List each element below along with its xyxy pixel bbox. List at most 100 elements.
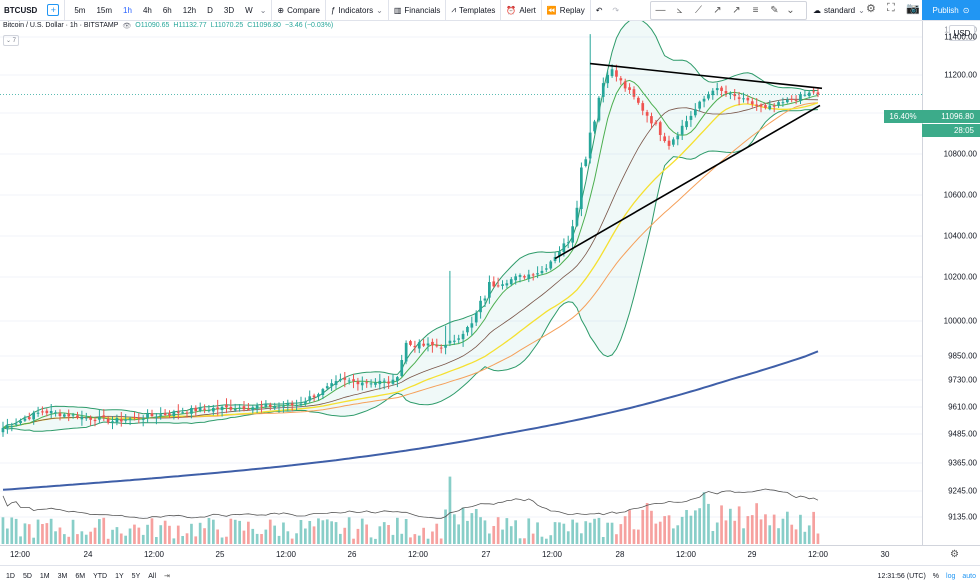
interval-3d[interactable]: 3D <box>223 5 235 15</box>
candle-body <box>334 381 338 385</box>
undo-button[interactable]: ↶ <box>589 0 608 20</box>
candle-body <box>641 103 645 111</box>
volume-bar <box>540 536 544 544</box>
candle-body <box>746 97 750 101</box>
add-symbol-button[interactable]: + <box>42 0 64 20</box>
volume-bar <box>729 508 732 544</box>
candle-body <box>391 379 395 384</box>
utc-clock[interactable]: 12:31:56 (UTC) <box>877 572 926 580</box>
camera-icon[interactable]: 📷 <box>906 3 920 15</box>
settings-gear-icon[interactable]: ⚙ <box>866 3 876 15</box>
volume-bar <box>27 524 31 544</box>
volume-bar <box>80 531 84 544</box>
volume-bar <box>676 525 680 544</box>
range-ytd[interactable]: YTD <box>93 572 108 580</box>
interval-4h[interactable]: 4h <box>142 5 152 15</box>
volume-bar <box>777 528 780 544</box>
range-3m[interactable]: 3M <box>57 572 68 580</box>
volume-bar <box>615 534 618 544</box>
price-chart[interactable] <box>0 21 922 545</box>
axis-settings-gear-icon[interactable]: ⚙ <box>950 549 959 560</box>
redo-button[interactable]: ↷ <box>607 0 624 20</box>
candle-body <box>545 268 548 270</box>
time-tick: 30 <box>880 550 890 559</box>
percent-toggle[interactable]: % <box>932 572 940 580</box>
price-tick: 9485.00 <box>948 429 977 439</box>
pitchfork-icon[interactable]: ≡ <box>752 5 759 16</box>
time-tick: 12:00 <box>143 550 165 559</box>
interval-d[interactable]: D <box>207 5 213 15</box>
minus-icon[interactable]: — <box>655 5 666 16</box>
candle-body <box>290 403 294 406</box>
range-1m[interactable]: 1M <box>39 572 50 580</box>
brush-icon[interactable]: ✎ <box>770 5 779 16</box>
candle-body <box>282 405 285 407</box>
goto-date-icon[interactable]: ⇥ <box>164 573 170 580</box>
interval-1h[interactable]: 1h <box>123 5 132 15</box>
financials-button[interactable]: ▥ Financials <box>387 0 446 20</box>
eye-icon[interactable]: 👁 <box>122 23 132 30</box>
candle-body <box>67 413 71 417</box>
ray-tool-icon[interactable]: ↗ <box>732 5 741 16</box>
range-1y[interactable]: 1Y <box>115 572 124 580</box>
publish-button[interactable]: Publish ⊙ <box>922 0 980 20</box>
auto-toggle[interactable]: auto <box>962 572 976 580</box>
trend-line-icon[interactable]: ⟋ <box>695 5 702 16</box>
range-5d[interactable]: 5D <box>22 572 32 580</box>
range-all[interactable]: All <box>148 572 157 580</box>
scale-mode-selector[interactable]: ☁ standard ⌄ <box>808 0 870 20</box>
time-tick: 12:00 <box>9 550 31 559</box>
currency-button[interactable]: USD <box>949 25 975 41</box>
interval-5m[interactable]: 5m <box>74 5 86 15</box>
compare-icon: ⊕ <box>277 5 285 15</box>
volume-bar <box>334 522 338 544</box>
candle-body <box>163 413 167 415</box>
volume-bar <box>14 518 18 544</box>
volume-bar <box>391 534 395 544</box>
volume-bar <box>330 521 333 544</box>
chevron-down-icon[interactable]: ⌄ <box>259 5 267 15</box>
interval-6h[interactable]: 6h <box>162 5 172 15</box>
range-5y[interactable]: 5Y <box>131 572 141 580</box>
volume-bar <box>812 511 815 544</box>
volume-bar <box>347 517 351 544</box>
more-tools-icon[interactable]: ⌄ <box>786 5 795 16</box>
volume-bar <box>369 537 373 544</box>
candle-body <box>786 99 789 103</box>
candle-body <box>628 87 631 90</box>
range-6m[interactable]: 6M <box>75 572 86 580</box>
interval-12h[interactable]: 12h <box>182 5 197 15</box>
symbol-search[interactable]: BTCUSD <box>0 0 42 20</box>
log-toggle[interactable]: log <box>946 572 956 580</box>
collapse-indicators-button[interactable]: ⌄ 7 <box>3 35 19 46</box>
candle-body <box>531 274 535 276</box>
candle-body <box>133 416 136 418</box>
price-tick: 11200.00 <box>944 70 977 80</box>
candle-body <box>658 122 662 135</box>
interval-w[interactable]: W <box>245 5 253 15</box>
volume-bar <box>378 526 382 544</box>
compare-button[interactable]: ⊕ Compare <box>271 0 325 20</box>
replay-button[interactable]: ⏪ Replay <box>540 0 590 20</box>
volume-bar <box>759 519 763 544</box>
volume-bar <box>49 518 53 544</box>
templates-button[interactable]: ⩘ Templates <box>445 0 500 20</box>
volume-bar <box>19 536 22 544</box>
volume-bar <box>106 538 110 544</box>
range-1d[interactable]: 1D <box>6 572 15 580</box>
time-axis[interactable]: 12:00 24 12:00 25 12:00 26 12:00 27 12:00 28 12:00… <box>0 545 980 566</box>
path-tool-icon[interactable]: ↗ <box>713 5 722 16</box>
candle-body <box>207 410 211 412</box>
angle-tool-icon[interactable]: ⦣ <box>676 5 683 16</box>
candle-body <box>439 347 443 349</box>
fullscreen-icon[interactable]: ⛶ <box>887 2 895 14</box>
alert-button[interactable]: ⏰ Alert <box>500 0 540 20</box>
interval-15m[interactable]: 15m <box>96 5 113 15</box>
price-axis[interactable]: 11600.00 USD 11400.0011200.0010800.00106… <box>922 21 980 545</box>
candle-body <box>137 417 141 419</box>
volume-bar <box>382 522 386 544</box>
volume-bar <box>742 528 745 544</box>
indicators-button[interactable]: ƒ Indicators ⌄ <box>325 0 388 20</box>
candle-body <box>737 97 741 99</box>
candle-body <box>356 381 360 385</box>
